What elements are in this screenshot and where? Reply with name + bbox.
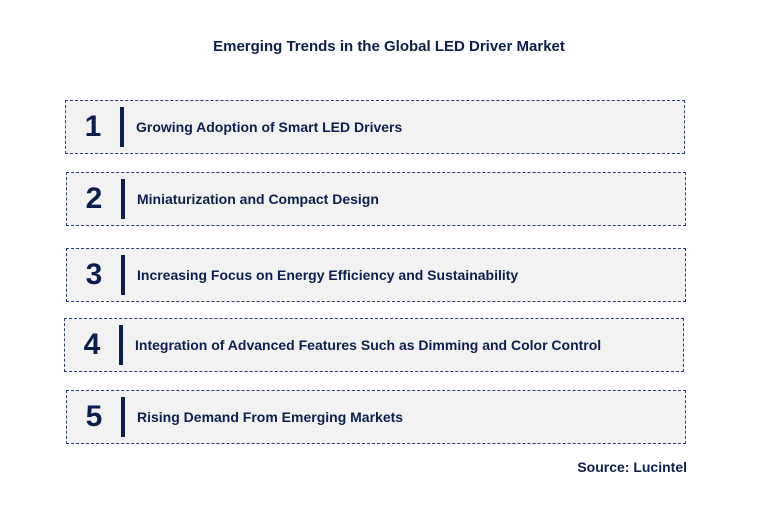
trend-item-3: 3 Increasing Focus on Energy Efficiency … bbox=[66, 248, 686, 302]
trend-item-5: 5 Rising Demand From Emerging Markets bbox=[66, 390, 686, 444]
trend-label: Miniaturization and Compact Design bbox=[137, 191, 379, 207]
source-credit: Source: Lucintel bbox=[577, 459, 687, 475]
trend-item-4: 4 Integration of Advanced Features Such … bbox=[64, 318, 684, 372]
trend-number: 2 bbox=[85, 182, 103, 215]
trend-number: 5 bbox=[85, 400, 103, 433]
trend-divider bbox=[121, 397, 125, 437]
trend-item-1: 1 Growing Adoption of Smart LED Drivers bbox=[65, 100, 685, 154]
diagram-title: Emerging Trends in the Global LED Driver… bbox=[213, 38, 565, 55]
trend-label: Growing Adoption of Smart LED Drivers bbox=[136, 119, 403, 135]
trend-label: Integration of Advanced Features Such as… bbox=[135, 337, 602, 353]
trend-divider bbox=[119, 325, 123, 365]
trend-item-2: 2 Miniaturization and Compact Design bbox=[66, 172, 686, 226]
trend-number: 3 bbox=[85, 258, 103, 291]
trend-label: Increasing Focus on Energy Efficiency an… bbox=[137, 267, 519, 283]
trend-label: Rising Demand From Emerging Markets bbox=[137, 409, 404, 425]
trend-divider bbox=[120, 107, 124, 147]
trend-divider bbox=[121, 179, 125, 219]
trend-number: 1 bbox=[84, 110, 102, 143]
trend-number: 4 bbox=[83, 328, 101, 361]
trend-divider bbox=[121, 255, 125, 295]
